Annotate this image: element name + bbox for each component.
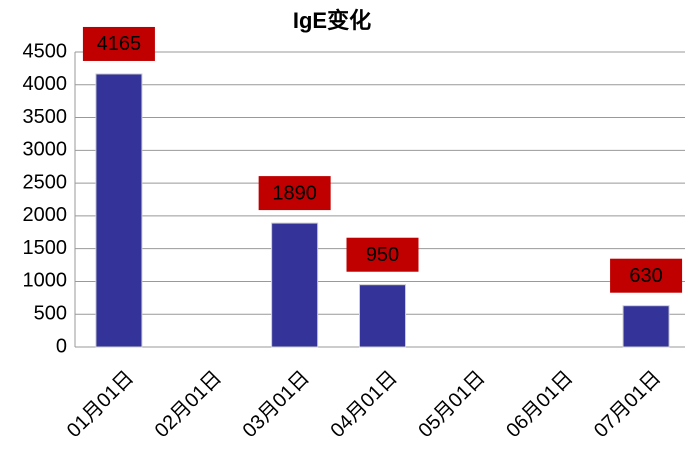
bar (271, 222, 319, 348)
data-label: 950 (366, 244, 399, 266)
x-tick-label: 06月01日 (502, 367, 577, 442)
y-tick-label: 500 (34, 303, 67, 325)
data-label: 1890 (272, 182, 317, 204)
chart-title: IgE变化 (293, 8, 371, 33)
y-tick-label: 1000 (23, 270, 68, 292)
x-tick-label: 07月01日 (590, 367, 665, 442)
y-tick-label: 1500 (23, 237, 68, 259)
data-label: 4165 (97, 33, 142, 55)
y-tick-label: 3000 (23, 139, 68, 161)
data-label: 630 (629, 265, 662, 287)
bar (95, 73, 143, 348)
bar (359, 284, 406, 348)
data-label-box (610, 258, 683, 293)
x-tick-label: 03月01日 (239, 367, 314, 442)
bar (622, 305, 670, 348)
y-tick-label: 0 (56, 335, 67, 357)
data-label-box (258, 176, 331, 211)
data-label-box (346, 237, 419, 272)
x-tick-label: 04月01日 (326, 367, 401, 442)
data-label-box (82, 26, 155, 61)
y-tick-label: 2000 (23, 204, 68, 226)
x-tick-label: 02月01日 (151, 367, 226, 442)
x-tick-label: 05月01日 (414, 367, 489, 442)
y-tick-label: 3500 (23, 106, 68, 128)
y-tick-label: 4000 (23, 73, 68, 95)
y-tick-label: 2500 (23, 171, 68, 193)
y-tick-label: 4500 (23, 40, 68, 62)
x-tick-label: 01月01日 (63, 367, 138, 442)
